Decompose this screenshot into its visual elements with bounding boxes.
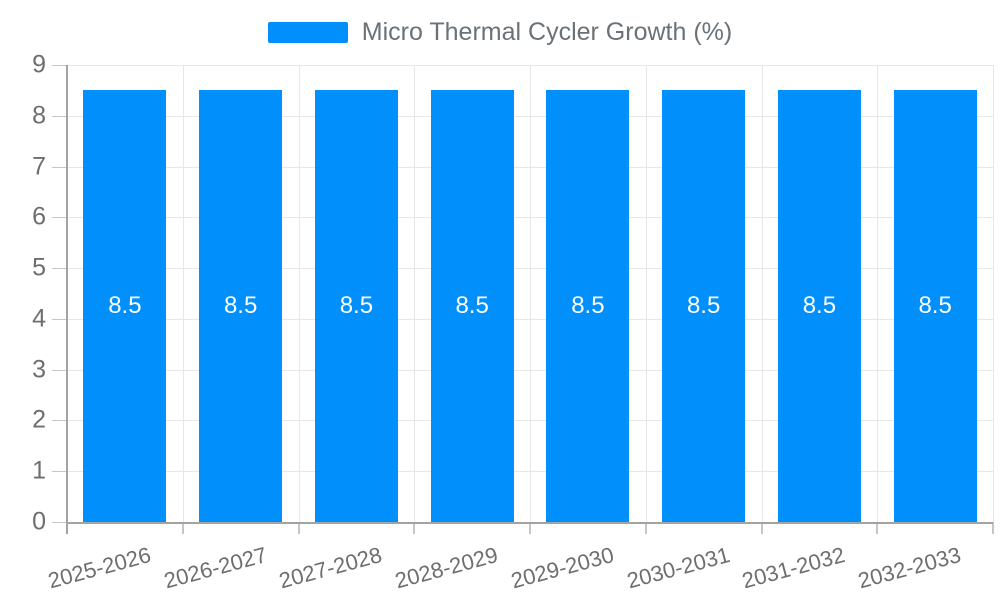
y-axis-tick bbox=[52, 471, 67, 473]
y-axis-tick bbox=[52, 522, 67, 523]
y-axis-tick bbox=[52, 65, 67, 66]
y-axis-tick bbox=[52, 217, 67, 219]
legend-label: Micro Thermal Cycler Growth (%) bbox=[361, 18, 733, 46]
bar[interactable] bbox=[546, 90, 630, 522]
x-axis-tick bbox=[876, 522, 879, 534]
bar-value-label: 8.5 bbox=[571, 292, 605, 320]
y-axis-label: 3 bbox=[32, 355, 46, 384]
y-axis-line bbox=[66, 65, 68, 534]
bar[interactable] bbox=[83, 90, 167, 522]
y-axis-tick bbox=[52, 166, 67, 168]
grid-line-vertical bbox=[761, 65, 763, 522]
y-axis-label: 5 bbox=[32, 253, 46, 282]
y-axis-tick bbox=[52, 420, 67, 422]
y-axis-label: 7 bbox=[32, 152, 46, 181]
bar-value-label: 8.5 bbox=[223, 292, 258, 320]
x-axis-tick bbox=[297, 522, 300, 534]
y-axis-label: 2 bbox=[32, 405, 46, 434]
y-axis-label: 1 bbox=[32, 456, 46, 485]
y-axis-label: 9 bbox=[32, 50, 46, 79]
bar-value-label: 8.5 bbox=[455, 292, 489, 320]
grid-line-vertical bbox=[530, 65, 531, 522]
grid-line-vertical bbox=[182, 65, 184, 522]
x-axis-tick bbox=[413, 522, 416, 534]
bar[interactable] bbox=[893, 90, 977, 522]
y-axis-tick bbox=[52, 268, 67, 270]
x-axis-tick bbox=[992, 522, 994, 534]
bar[interactable] bbox=[777, 90, 861, 522]
bar-value-label: 8.5 bbox=[339, 292, 374, 320]
x-axis-tick bbox=[529, 522, 531, 534]
x-axis-tick bbox=[644, 522, 647, 534]
legend-swatch bbox=[267, 22, 348, 43]
y-axis-label: 6 bbox=[32, 202, 46, 231]
y-axis-label: 4 bbox=[32, 304, 46, 333]
x-axis-line bbox=[67, 522, 993, 524]
bar-value-label: 8.5 bbox=[802, 292, 837, 320]
y-axis-tick bbox=[52, 369, 67, 371]
legend-item[interactable]: Micro Thermal Cycler Growth (%) bbox=[0, 18, 1000, 47]
grid-line-vertical bbox=[877, 65, 879, 522]
grid-line-vertical bbox=[645, 65, 647, 522]
bar[interactable] bbox=[430, 90, 514, 522]
grid-line-vertical bbox=[414, 65, 416, 522]
x-axis-tick bbox=[181, 522, 184, 534]
y-axis-label: 0 bbox=[32, 507, 46, 536]
x-axis-tick bbox=[760, 522, 763, 534]
bar[interactable] bbox=[662, 90, 746, 522]
bar[interactable] bbox=[199, 90, 283, 522]
bar-value-label: 8.5 bbox=[686, 292, 721, 320]
bar-value-label: 8.5 bbox=[108, 292, 142, 320]
y-axis-label: 8 bbox=[32, 101, 46, 130]
y-axis-tick bbox=[52, 115, 67, 117]
y-axis-tick bbox=[52, 318, 67, 320]
grid-line-vertical bbox=[993, 65, 994, 522]
grid-line-vertical bbox=[298, 65, 300, 522]
bar[interactable] bbox=[314, 90, 398, 522]
bar-value-label: 8.5 bbox=[918, 292, 952, 320]
